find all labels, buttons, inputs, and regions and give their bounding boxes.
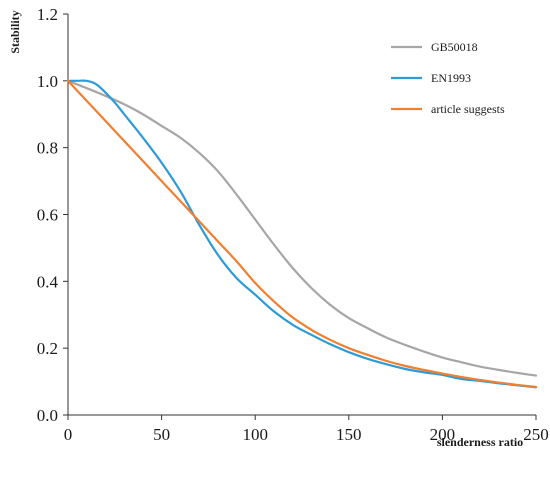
legend-label-article-suggests: article suggests [431,102,505,116]
series-line-article-suggests [66,79,538,389]
y-tick-label: 0.0 [37,406,58,425]
x-tick-label: 0 [64,425,73,444]
y-tick-label: 0.6 [37,206,58,225]
legend-label-en1993: EN1993 [431,71,471,85]
y-tick-label: 0.2 [37,339,58,358]
series-line-gb50018 [66,79,538,377]
y-tick-label: 0.4 [37,272,59,291]
x-tick-label: 200 [430,425,456,444]
legend-label-gb50018: GB50018 [431,40,478,54]
y-tick-label: 1.0 [37,72,58,91]
series-layer [66,79,538,389]
x-tick-label: 250 [523,425,549,444]
x-tick-label: 150 [336,425,362,444]
x-tick-label: 50 [153,425,170,444]
y-tick-label: 1.2 [37,5,58,24]
legend: GB50018 EN1993 article suggests [391,40,505,116]
y-axis-label: Stability [8,10,22,53]
x-ticks: 0 50 100 150 200 250 [64,415,549,444]
series-line-en1993 [66,79,538,389]
x-axis-label: slenderness ratio [437,435,523,449]
x-tick-label: 100 [242,425,268,444]
y-tick-label: 0.8 [37,139,58,158]
y-ticks: 0.0 0.2 0.4 0.6 0.8 1.0 1.2 [37,5,68,425]
